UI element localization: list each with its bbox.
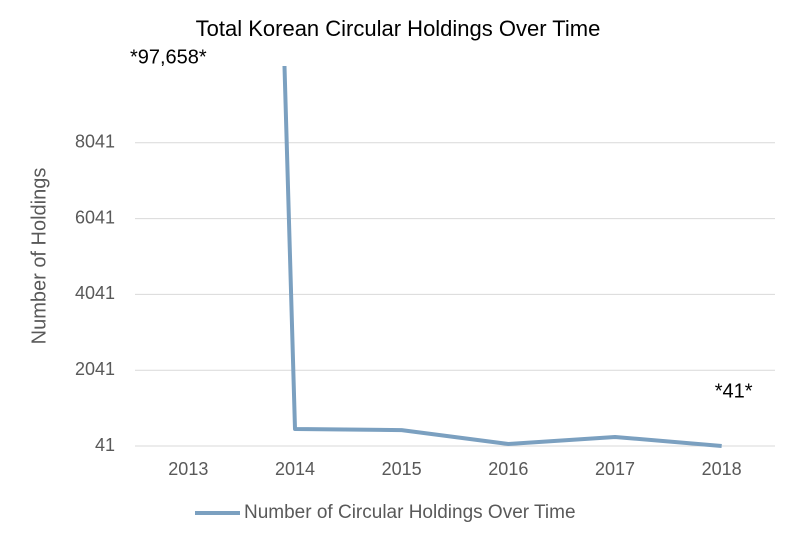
- chart-title: Total Korean Circular Holdings Over Time: [196, 16, 601, 41]
- y-tick-label: 2041: [75, 359, 115, 379]
- x-tick-label: 2013: [168, 459, 208, 479]
- plot-area: [282, 66, 722, 448]
- x-tick-label: 2018: [702, 459, 742, 479]
- data-line: [282, 66, 722, 448]
- y-tick-label: 8041: [75, 132, 115, 152]
- data-label: *97,658*: [130, 46, 207, 68]
- x-tick-label: 2017: [595, 459, 635, 479]
- y-tick-label: 4041: [75, 283, 115, 303]
- y-tick-label: 41: [95, 435, 115, 455]
- y-tick-label: 6041: [75, 207, 115, 227]
- x-tick-label: 2015: [382, 459, 422, 479]
- x-tick-label: 2014: [275, 459, 315, 479]
- data-label: *41*: [715, 380, 753, 402]
- y-axis-label: Number of Holdings: [28, 168, 50, 345]
- legend-label: Number of Circular Holdings Over Time: [244, 502, 576, 523]
- x-tick-label: 2016: [488, 459, 528, 479]
